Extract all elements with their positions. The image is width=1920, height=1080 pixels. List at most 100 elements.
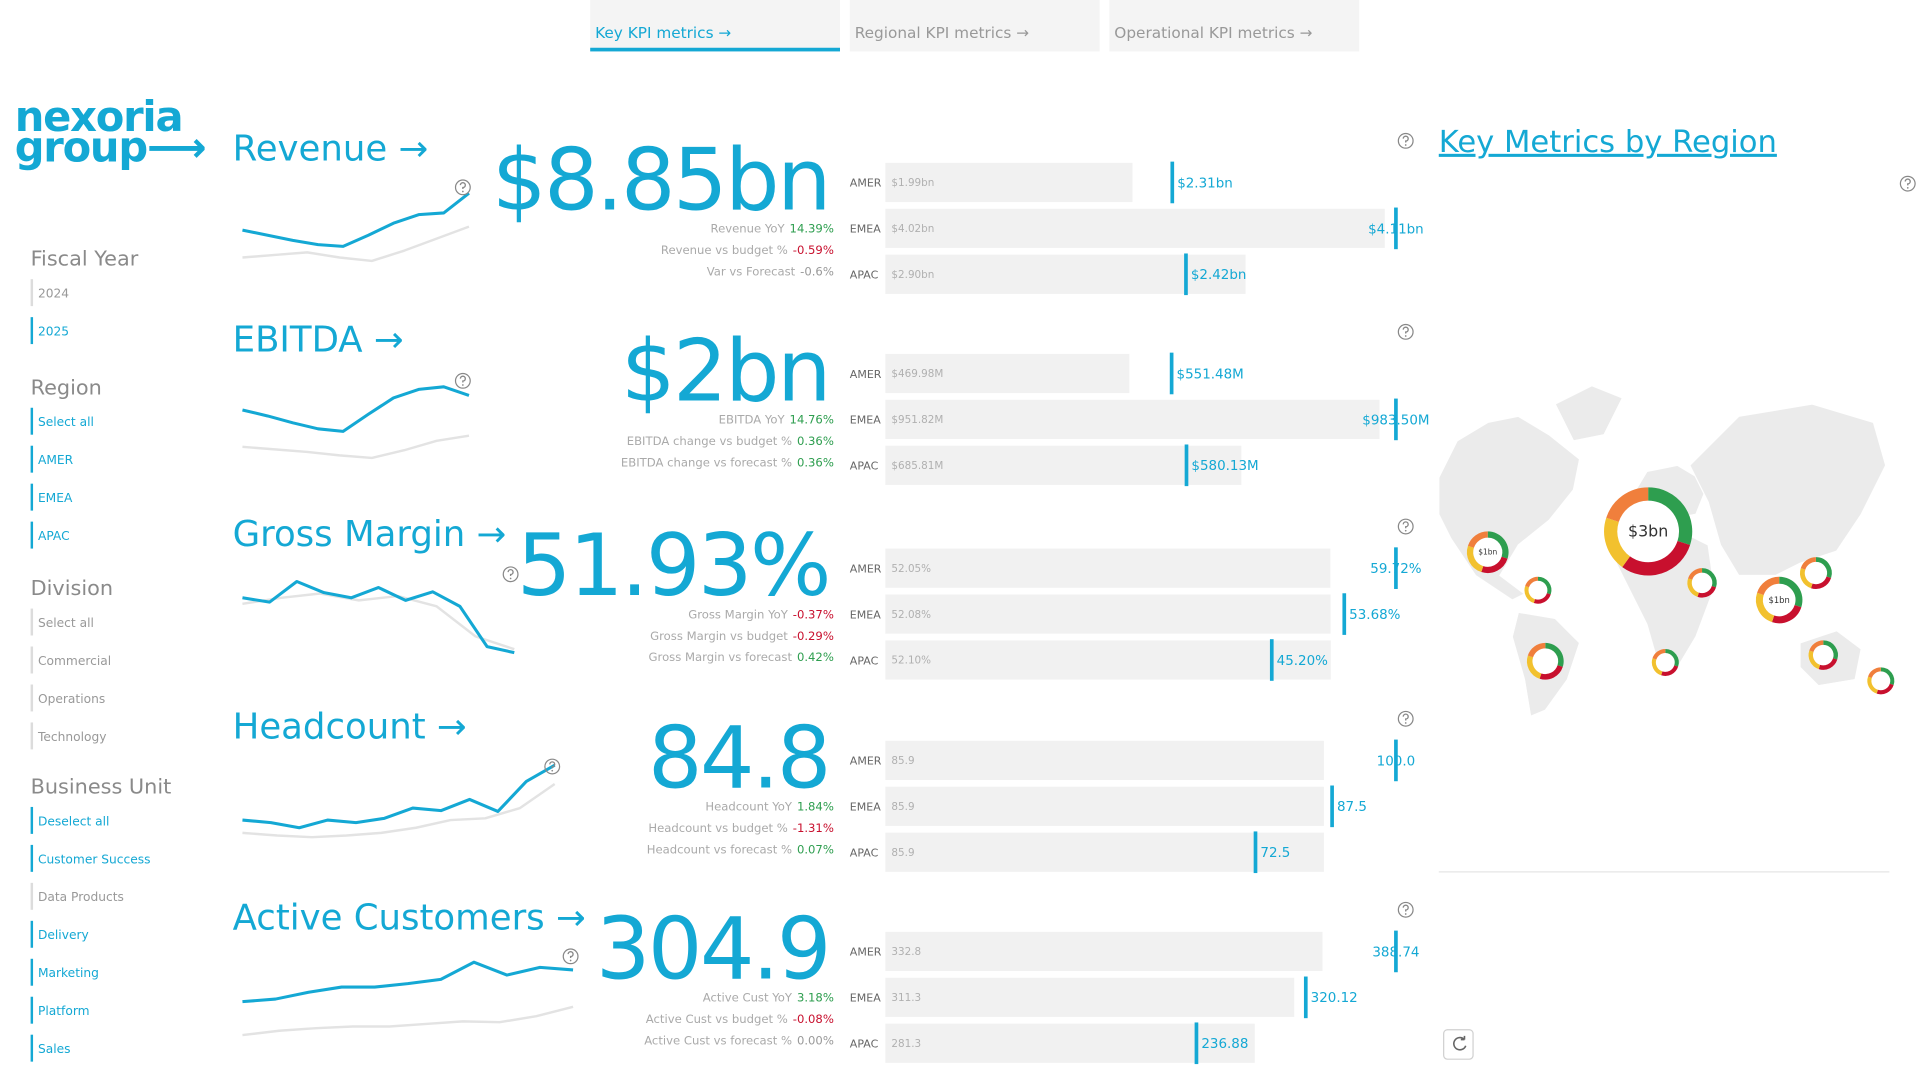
help-dot[interactable] [569,959,572,962]
help-circle[interactable] [454,179,471,196]
help-circle[interactable] [562,948,579,965]
refresh-icon[interactable] [1453,1035,1467,1051]
slicer-indicator[interactable] [30,279,34,307]
help-mark[interactable] [1402,326,1409,334]
help-dot[interactable] [1404,529,1407,532]
slicer-indicator[interactable] [30,445,34,473]
slicer-item[interactable]: Operations [38,692,105,706]
help-dot[interactable] [509,577,512,580]
slicer-indicator[interactable] [30,407,34,435]
help-mark[interactable] [1402,904,1409,912]
kpi-title[interactable]: EBITDA → [233,319,404,360]
slicer-indicator[interactable] [30,483,34,511]
help-mark[interactable] [549,761,556,769]
slicer-item[interactable]: 2024 [38,287,69,301]
donut-segment [1622,540,1691,576]
donut-segment [1687,578,1700,597]
help-icon[interactable] [1397,710,1414,727]
slicer-indicator[interactable] [30,920,34,948]
slicer-item[interactable]: Commercial [38,654,111,668]
kpi-title[interactable]: Headcount → [233,706,467,747]
refresh-button[interactable] [1443,1029,1474,1060]
tab[interactable] [590,0,840,52]
kpi-detail: Var vs Forecast -0.6% [707,265,834,279]
help-icon[interactable] [1397,901,1414,918]
kpi-title[interactable]: Active Customers → [233,897,586,938]
help-circle[interactable] [1899,175,1916,192]
help-dot[interactable] [1906,186,1909,189]
help-circle[interactable] [1397,323,1414,340]
slicer-item[interactable]: Sales [38,1042,71,1056]
help-icon[interactable] [1397,518,1414,535]
slicer-item[interactable]: Data Products [38,890,124,904]
help-mark[interactable] [1402,135,1409,143]
help-dot[interactable] [462,384,464,386]
help-circle[interactable] [502,566,519,583]
help-icon[interactable] [454,372,471,389]
slicer-item[interactable]: Select all [38,616,94,630]
slicer-item[interactable]: APAC [38,529,70,543]
help-mark[interactable] [459,375,466,383]
help-circle[interactable] [1397,132,1414,149]
tab-underline[interactable] [590,47,840,52]
slicer-item[interactable]: Technology [37,730,107,744]
tab-label[interactable]: Key KPI metrics → [595,24,731,42]
help-circle[interactable] [1397,518,1414,535]
slicer-item[interactable]: Customer Success [38,852,151,866]
slicer-indicator[interactable] [30,521,34,549]
help-icon[interactable] [1397,323,1414,340]
slicer-item[interactable]: 2025 [38,325,69,339]
slicer-indicator[interactable] [30,996,34,1024]
slicer-indicator[interactable] [30,608,34,636]
help-mark[interactable] [507,568,514,576]
help-mark[interactable] [1402,713,1409,721]
slicer-indicator[interactable] [30,317,34,345]
help-dot[interactable] [462,190,464,193]
refresh-box[interactable] [1443,1029,1474,1060]
help-dot[interactable] [1404,335,1407,337]
help-icon[interactable] [502,566,519,583]
tab[interactable] [1109,0,1360,52]
tab-label[interactable]: Regional KPI metrics → [855,24,1030,42]
slicer-indicator[interactable] [30,958,34,986]
slicer-item[interactable]: Platform [38,1004,90,1018]
help-mark[interactable] [1904,178,1911,186]
slicer-indicator[interactable] [30,806,34,834]
map-title[interactable]: Key Metrics by Region [1439,125,1777,160]
kpi-title[interactable]: Revenue → [233,128,429,169]
help-icon[interactable] [544,758,561,775]
slicer-indicator[interactable] [30,722,34,750]
help-icon[interactable] [454,179,471,196]
slicer-indicator[interactable] [30,1034,34,1062]
target-bar [885,640,1331,680]
slicer-item[interactable]: AMER [38,453,74,467]
help-mark[interactable] [1402,521,1409,529]
kpi-detail: EBITDA change vs budget % 0.36% [627,434,834,448]
slicer-item[interactable]: Select all [38,415,94,429]
tab-label[interactable]: Operational KPI metrics → [1114,24,1312,42]
kpi-title[interactable]: Gross Margin → [233,514,507,555]
help-dot[interactable] [1404,913,1407,915]
help-icon[interactable] [1899,175,1916,192]
slicer-item[interactable]: Deselect all [38,814,109,828]
slicer-item[interactable]: Marketing [38,966,99,980]
slicer-indicator[interactable] [30,646,34,674]
help-icon[interactable] [562,948,579,965]
slicer-item[interactable]: Delivery [38,928,89,942]
slicer-indicator[interactable] [30,844,34,872]
help-mark[interactable] [567,951,574,959]
help-circle[interactable] [1397,901,1414,918]
tab[interactable] [849,0,1100,52]
slicer-item[interactable]: EMEA [38,491,73,505]
help-dot[interactable] [1404,144,1407,146]
help-dot[interactable] [1404,722,1407,724]
help-circle[interactable] [454,372,471,389]
help-circle[interactable] [544,758,561,775]
help-dot[interactable] [551,769,554,772]
help-icon[interactable] [1397,132,1414,149]
slicer-indicator[interactable] [30,684,34,712]
help-circle[interactable] [1397,710,1414,727]
help-mark[interactable] [459,182,466,190]
slicer-indicator[interactable] [30,882,34,910]
